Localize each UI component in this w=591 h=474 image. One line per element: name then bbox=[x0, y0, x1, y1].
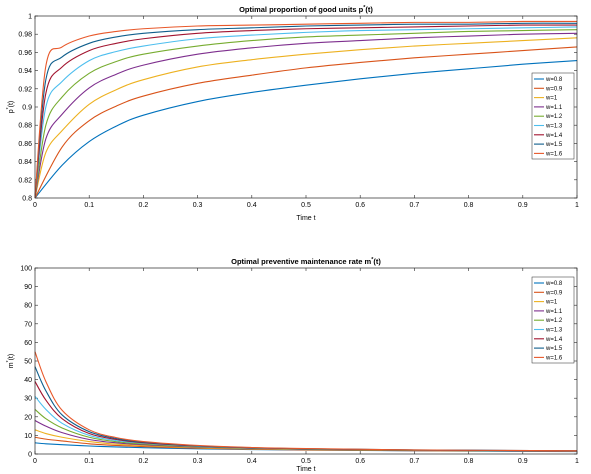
x-tick-label: 0.3 bbox=[193, 202, 203, 209]
legend-label: w=1.6 bbox=[545, 355, 563, 361]
y-tick-label: 0.96 bbox=[18, 50, 32, 57]
y-tick-label: 90 bbox=[24, 284, 32, 291]
legend-label: w=1 bbox=[545, 300, 558, 306]
legend-label: w=0.8 bbox=[545, 281, 563, 287]
series-line-w=1.6 bbox=[34, 20, 578, 199]
legend-label: w=1.2 bbox=[545, 114, 563, 120]
x-axis-label: Time t bbox=[296, 215, 315, 222]
chart-proportion-good-units: Optimal proportion of good units p*(t) 0… bbox=[6, 5, 579, 222]
plot-frame bbox=[34, 15, 578, 199]
axis-ticks: 0 0.1 0.2 0.3 0.4 0.5 0.6 0.7 0.8 0.9 101020304050… bbox=[20, 266, 579, 466]
y-tick-label: 60 bbox=[24, 340, 32, 347]
legend-label: w=1.3 bbox=[545, 328, 563, 334]
series-line-w=1 bbox=[34, 37, 578, 199]
y-tick-label: 10 bbox=[24, 433, 32, 440]
x-axis-label: Time t bbox=[296, 466, 315, 473]
chart-preventive-maintenance-rate: Optimal preventive maintenance rate m*(t… bbox=[6, 257, 579, 473]
legend-label: w=1.3 bbox=[545, 124, 563, 130]
x-tick-label: 1 bbox=[575, 202, 579, 209]
series-line-w=1.5 bbox=[34, 22, 578, 199]
legend-label: w=0.8 bbox=[545, 77, 563, 83]
legend-label: w=0.9 bbox=[545, 290, 563, 296]
y-axis-label: m*(t) bbox=[6, 354, 15, 368]
y-tick-label: 0.9 bbox=[22, 105, 32, 112]
x-tick-label: 0.7 bbox=[410, 458, 420, 465]
x-tick-label: 0.9 bbox=[518, 458, 528, 465]
y-tick-label: 0.82 bbox=[18, 177, 32, 184]
chart-title: Optimal preventive maintenance rate m*(t… bbox=[231, 257, 381, 266]
x-tick-label: 0.8 bbox=[464, 458, 474, 465]
y-tick-label: 50 bbox=[24, 359, 32, 366]
legend-label: w=1.1 bbox=[545, 309, 563, 315]
y-tick-label: 0.8 bbox=[22, 196, 32, 203]
series-line-w=1.4 bbox=[34, 24, 578, 199]
series-line-w=1.2 bbox=[34, 29, 578, 199]
x-tick-label: 0.2 bbox=[139, 202, 149, 209]
series-line-w=1.6 bbox=[34, 351, 578, 452]
series-lines bbox=[34, 351, 578, 453]
x-tick-label: 0 bbox=[33, 458, 37, 465]
x-tick-label: 0.4 bbox=[247, 202, 257, 209]
y-tick-label: 30 bbox=[24, 396, 32, 403]
series-line-w=0.8 bbox=[34, 60, 578, 199]
y-tick-label: 40 bbox=[24, 377, 32, 384]
x-tick-label: 0.5 bbox=[301, 458, 311, 465]
x-tick-label: 0.9 bbox=[518, 202, 528, 209]
y-tick-label: 0.88 bbox=[18, 123, 32, 130]
plot-frame bbox=[34, 267, 578, 455]
x-tick-label: 0.7 bbox=[410, 202, 420, 209]
axis-ticks: 0 0.1 0.2 0.3 0.4 0.5 0.6 0.7 0.8 0.9 1 0.8 0.82 0.84… bbox=[18, 14, 579, 210]
x-tick-label: 0.6 bbox=[355, 202, 365, 209]
y-tick-label: 0 bbox=[28, 452, 32, 459]
x-tick-label: 0.8 bbox=[464, 202, 474, 209]
plot-area bbox=[35, 268, 577, 454]
legend-label: w=1 bbox=[545, 96, 558, 102]
chart-title: Optimal proportion of good units p*(t) bbox=[239, 5, 373, 14]
y-tick-label: 0.86 bbox=[18, 141, 32, 148]
x-tick-label: 1 bbox=[575, 458, 579, 465]
legend-label: w=1.2 bbox=[545, 318, 563, 324]
x-tick-label: 0 bbox=[33, 202, 37, 209]
legend-label: w=1.1 bbox=[545, 105, 563, 111]
series-line-w=1.1 bbox=[34, 32, 578, 199]
x-tick-label: 0.1 bbox=[84, 458, 94, 465]
y-tick-label: 70 bbox=[24, 321, 32, 328]
legend-label: w=1.5 bbox=[545, 142, 563, 148]
x-tick-label: 0.4 bbox=[247, 458, 257, 465]
plot-area bbox=[35, 16, 577, 198]
series-lines bbox=[34, 20, 578, 199]
x-tick-label: 0.5 bbox=[301, 202, 311, 209]
legend-label: w=1.6 bbox=[545, 151, 563, 157]
legend-label: w=1.4 bbox=[545, 337, 563, 343]
y-tick-label: 100 bbox=[20, 266, 32, 273]
y-tick-label: 0.92 bbox=[18, 86, 32, 93]
x-tick-label: 0.3 bbox=[193, 458, 203, 465]
x-tick-label: 0.1 bbox=[84, 202, 94, 209]
y-tick-label: 0.84 bbox=[18, 159, 32, 166]
legend-label: w=1.4 bbox=[545, 133, 563, 139]
y-tick-label: 0.94 bbox=[18, 68, 32, 75]
y-axis-label: p*(t) bbox=[6, 101, 15, 113]
x-tick-label: 0.6 bbox=[355, 458, 365, 465]
series-line-w=0.9 bbox=[34, 46, 578, 199]
y-tick-label: 80 bbox=[24, 303, 32, 310]
legend-label: w=0.9 bbox=[545, 86, 563, 92]
series-line-w=1.3 bbox=[34, 26, 578, 199]
legend: w=0.8 w=0.9 w=1 w=1.1 w=1.2 w=1.3 w=1.4 w=1.5 w=… bbox=[531, 72, 575, 160]
legend: w=0.8 w=0.9 w=1 w=1.1 w=1.2 w=1.3 w=1.4 w=1.5 w=… bbox=[531, 276, 575, 364]
y-tick-label: 1 bbox=[28, 14, 32, 21]
y-tick-label: 0.98 bbox=[18, 32, 32, 39]
y-tick-label: 20 bbox=[24, 414, 32, 421]
legend-label: w=1.5 bbox=[545, 346, 563, 352]
x-tick-label: 0.2 bbox=[139, 458, 149, 465]
